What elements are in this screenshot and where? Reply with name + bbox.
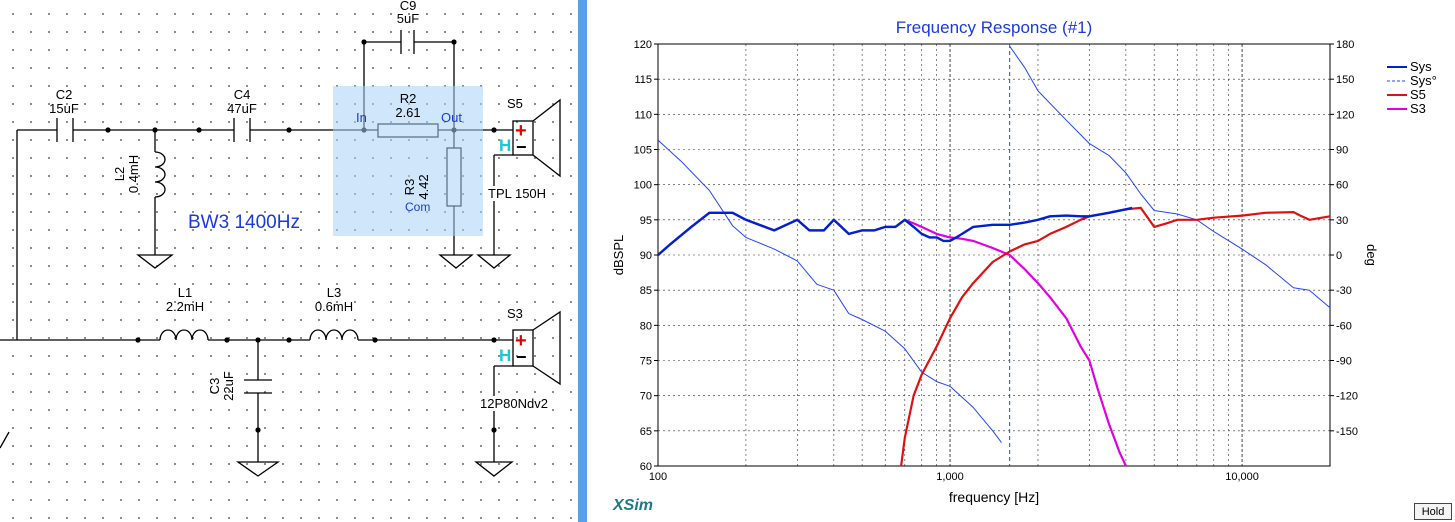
y2-tick-label: 90 (1336, 145, 1348, 157)
r3-name: R3 (402, 178, 417, 196)
y2-tick-label: 60 (1336, 180, 1348, 192)
c9-label[interactable]: C9 5uF (386, 0, 430, 25)
r2-value: 2.61 (395, 105, 421, 120)
r3-value: 4.42 (416, 174, 431, 200)
y2-tick-label: -150 (1336, 426, 1358, 438)
y-tick-label: 90 (640, 250, 652, 262)
s5-h-icon: H (499, 136, 512, 155)
r2-name: R2 (399, 91, 417, 106)
y-tick-label: 75 (640, 356, 652, 368)
y-tick-label: 110 (634, 109, 652, 121)
y-tick-label: 80 (640, 320, 652, 332)
c9-name: C9 (399, 0, 417, 13)
r2-label[interactable]: R2 2.61 (386, 92, 430, 120)
l3-name: L3 (326, 285, 342, 300)
y2-tick-label: -30 (1336, 285, 1352, 297)
c9-value: 5uF (396, 11, 420, 26)
c4-name: C4 (233, 87, 251, 102)
s3-minus-icon: − (516, 347, 527, 367)
series-line-sys-phase (1009, 46, 1331, 309)
y2-tick-label: 0 (1336, 250, 1342, 262)
s3-model: 12P80Ndv2 (480, 396, 548, 411)
c3-label[interactable]: C3 22uF (207, 356, 236, 416)
series-line-s5 (900, 206, 1331, 467)
y-axis-label: dBSPL (611, 235, 626, 275)
x-tick-label: 10,000 (1225, 471, 1259, 483)
c2-value: 15uF (49, 101, 79, 116)
xsim-logo: XSim (613, 497, 654, 514)
y2-tick-label: 120 (1336, 109, 1354, 121)
s3-plus-icon: + (515, 330, 527, 352)
y2-tick-label: -90 (1336, 356, 1352, 368)
l3-label[interactable]: L3 0.6mH (304, 286, 364, 314)
y-tick-label: 65 (640, 426, 652, 438)
y-tick-label: 105 (634, 145, 652, 157)
s3-h-icon: H (499, 346, 512, 365)
x-tick-label: 100 (649, 471, 667, 483)
filter-label: BW3 1400Hz (188, 212, 300, 233)
y2-tick-label: -60 (1336, 320, 1352, 332)
block-pin-out: Out (441, 110, 462, 125)
s5-minus-icon: − (516, 137, 527, 157)
y-tick-label: 70 (640, 391, 652, 403)
y2-tick-label: 180 (1336, 39, 1354, 51)
s5-plus-icon: + (515, 120, 527, 142)
schematic-drawing (0, 30, 561, 477)
y-tick-label: 120 (634, 39, 652, 51)
c2-label[interactable]: C2 15uF (42, 88, 86, 116)
series-line-s3 (657, 211, 1127, 467)
s5-name[interactable]: S5 (507, 96, 523, 111)
schematic-canvas[interactable]: C2 15uF C4 47uF C9 5uF R2 2.61 In Out Co… (0, 0, 578, 522)
frequency-response-chart[interactable]: 60 65 70 75 80 85 90 95 100 105 110 115 120 -150 -120 -… (587, 0, 1455, 522)
s3-name[interactable]: S3 (507, 306, 523, 321)
y2-tick-label: 150 (1336, 74, 1354, 86)
c4-label[interactable]: C4 47uF (220, 88, 264, 116)
legend-label: Sys° (1410, 73, 1437, 88)
c4-value: 47uF (227, 101, 257, 116)
y2-axis-label: deg (1364, 244, 1379, 266)
x-tick-label: 1,000 (936, 471, 964, 483)
legend-label: Sys (1410, 59, 1432, 74)
l1-label[interactable]: L1 2.2mH (155, 286, 215, 314)
y-tick-label: 60 (640, 461, 652, 473)
l1-value: 2.2mH (165, 299, 205, 314)
c3-name: C3 (207, 377, 222, 395)
y2-tick-label: 30 (1336, 215, 1348, 227)
l1-name: L1 (177, 285, 193, 300)
legend-label: S3 (1410, 101, 1426, 116)
pane-splitter[interactable] (578, 0, 587, 522)
c2-name: C2 (55, 87, 73, 102)
c3-value: 22uF (221, 371, 236, 401)
y-tick-label: 115 (634, 74, 652, 86)
chart-title: Frequency Response (#1) (896, 18, 1093, 37)
y2-tick-label: -120 (1336, 391, 1358, 403)
y-tick-label: 85 (640, 285, 652, 297)
frequency-response-pane[interactable]: 60 65 70 75 80 85 90 95 100 105 110 115 120 -150 -120 -… (587, 0, 1455, 522)
block-pin-in: In (356, 110, 367, 125)
l2-value: 0.4mH (126, 154, 141, 194)
r3-label[interactable]: R3 4.42 (402, 157, 431, 217)
s5-model: TPL 150H (488, 186, 547, 201)
legend-label: S5 (1410, 87, 1426, 102)
l3-value: 0.6mH (314, 299, 354, 314)
y-tick-label: 100 (634, 180, 652, 192)
l2-label[interactable]: L2 0.4mH (112, 144, 141, 204)
series-line-sys (657, 206, 1133, 256)
series-line-sys-phase (657, 139, 1002, 443)
crossover-block[interactable] (333, 86, 483, 236)
x-axis-label: frequency [Hz] (949, 489, 1039, 505)
hold-button[interactable]: Hold (1414, 503, 1452, 520)
l2-name: L2 (112, 166, 127, 182)
block-pin-com: Com (405, 200, 431, 214)
y-tick-label: 95 (640, 215, 652, 227)
